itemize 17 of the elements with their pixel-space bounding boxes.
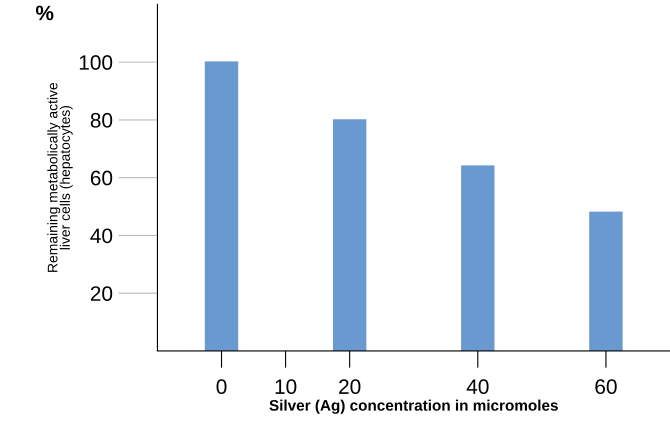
x-tick-label: 10 — [276, 379, 296, 394]
bar — [204, 61, 238, 351]
x-tick-label: 40 — [466, 379, 489, 394]
y-tick-label: 60 — [90, 170, 112, 186]
x-tick-label: 60 — [595, 379, 617, 394]
y-tick-label: 20 — [90, 286, 112, 301]
x-axis-title: Silver (Ag) concentration in micromoles — [269, 400, 558, 414]
x-tick-label: 20 — [339, 379, 360, 394]
y-tick-label: 100 — [80, 55, 112, 70]
bar — [589, 212, 623, 351]
y-tick-label: 40 — [90, 228, 112, 244]
x-tick-label: 0 — [216, 379, 226, 394]
bar — [461, 165, 495, 351]
bar — [332, 119, 366, 351]
y-axis-title: Remaining metabolically active liver cells (hepatocytes) — [47, 82, 73, 272]
text: % — [36, 6, 54, 20]
y-tick-label: 80 — [90, 112, 112, 128]
